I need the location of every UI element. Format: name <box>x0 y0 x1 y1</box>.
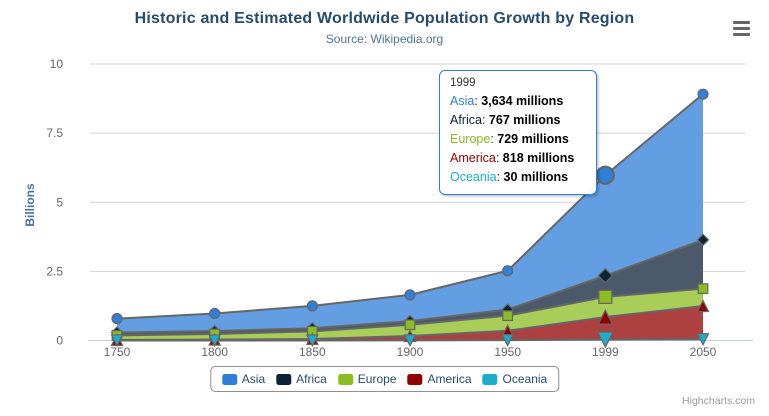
legend-label: Asia <box>241 372 266 386</box>
legend-item-oceania[interactable]: Oceania <box>482 372 548 386</box>
x-axis-label: 2050 <box>690 345 717 359</box>
y-axis-label: 5 <box>56 195 63 209</box>
hamburger-icon <box>733 26 750 30</box>
marker-diamond[interactable] <box>597 267 614 284</box>
legend-label: Oceania <box>502 372 548 386</box>
marker-circle[interactable] <box>306 300 318 312</box>
marker-circle[interactable] <box>404 289 416 301</box>
x-axis-label: 1750 <box>104 345 131 359</box>
legend-swatch-icon <box>221 373 237 385</box>
y-axis-title: Billions <box>23 183 37 227</box>
hamburger-icon <box>733 32 750 36</box>
marker-triangle[interactable] <box>597 308 614 325</box>
legend-item-asia[interactable]: Asia <box>221 372 266 386</box>
x-axis-label: 1900 <box>397 345 424 359</box>
tooltip-series-value: 767 millions <box>485 113 561 127</box>
credits-link[interactable]: Highcharts.com <box>682 395 755 407</box>
tooltip-series-value: 3,634 millions <box>477 94 564 108</box>
legend-item-america[interactable]: America <box>407 372 472 386</box>
legend-swatch-icon <box>407 373 423 385</box>
tooltip-series-label: Oceania <box>450 170 497 184</box>
marker-triangle-down[interactable] <box>305 334 319 348</box>
marker-circle[interactable] <box>111 313 123 325</box>
marker-square[interactable] <box>598 289 613 304</box>
legend-swatch-icon <box>482 373 498 385</box>
x-axis-label: 1850 <box>299 345 326 359</box>
marker-triangle-down[interactable] <box>696 333 710 347</box>
marker-circle[interactable] <box>697 88 709 100</box>
area-asia[interactable] <box>117 94 703 341</box>
tooltip-series-label: Asia <box>450 94 475 108</box>
legend-item-europe[interactable]: Europe <box>337 372 397 386</box>
marker-triangle-down[interactable] <box>596 331 614 349</box>
tooltip-row-europe: Europe: 729 millions <box>450 132 569 146</box>
marker-circle[interactable] <box>209 307 221 320</box>
marker-triangle-down[interactable] <box>403 334 417 348</box>
x-axis-label: 1999 <box>592 345 619 359</box>
marker-triangle[interactable] <box>696 299 710 313</box>
marker-square[interactable] <box>697 283 709 295</box>
marker-square[interactable] <box>502 310 514 322</box>
x-axis-label: 1950 <box>494 345 521 359</box>
chart-title: Historic and Estimated Worldwide Populat… <box>134 10 635 27</box>
marker-triangle-down[interactable] <box>501 334 515 347</box>
legend-swatch-icon <box>276 373 292 385</box>
legend-label: America <box>427 372 472 386</box>
marker-triangle-down[interactable] <box>110 334 124 348</box>
chart-subtitle: Source: Wikipedia.org <box>325 32 444 46</box>
tooltip-series-label: Africa <box>450 113 482 127</box>
tooltip-header: 1999 <box>450 77 476 89</box>
x-axis-label: 1800 <box>201 345 228 359</box>
export-menu-button[interactable] <box>733 21 750 38</box>
tooltip-series-value: 30 millions <box>500 170 569 184</box>
tooltip-series-label: Europe <box>450 132 491 146</box>
tooltip-row-asia: Asia: 3,634 millions <box>450 94 564 108</box>
y-axis-label: 10 <box>50 57 64 71</box>
y-axis-label: 2.5 <box>46 264 63 278</box>
y-axis-label: 0 <box>56 334 63 348</box>
tooltip-series-value: 729 millions <box>493 132 569 146</box>
marker-circle[interactable] <box>502 265 514 277</box>
legend-label: Europe <box>357 372 397 386</box>
marker-triangle-down[interactable] <box>208 334 222 348</box>
marker-square[interactable] <box>404 319 416 331</box>
y-axis-label: 7.5 <box>46 126 63 140</box>
tooltip-row-america: America: 818 millions <box>450 151 575 165</box>
tooltip-series-label: America <box>450 151 496 165</box>
legend-swatch-icon <box>337 373 353 385</box>
legend: Asia Africa Europe America Oceania <box>209 366 560 392</box>
marker-circle[interactable] <box>595 165 615 185</box>
marker-diamond[interactable] <box>696 233 710 247</box>
tooltip-series-value: 818 millions <box>499 151 575 165</box>
area-america[interactable] <box>117 306 703 341</box>
hamburger-icon <box>733 21 750 25</box>
tooltip-row-oceania: Oceania: 30 millions <box>450 170 569 184</box>
legend-item-africa[interactable]: Africa <box>276 372 327 386</box>
tooltip-row-africa: Africa: 767 millions <box>450 113 561 127</box>
legend-label: Africa <box>296 372 327 386</box>
tooltip: 1999 Asia: 3,634 millions Africa: 767 mil… <box>439 70 597 195</box>
